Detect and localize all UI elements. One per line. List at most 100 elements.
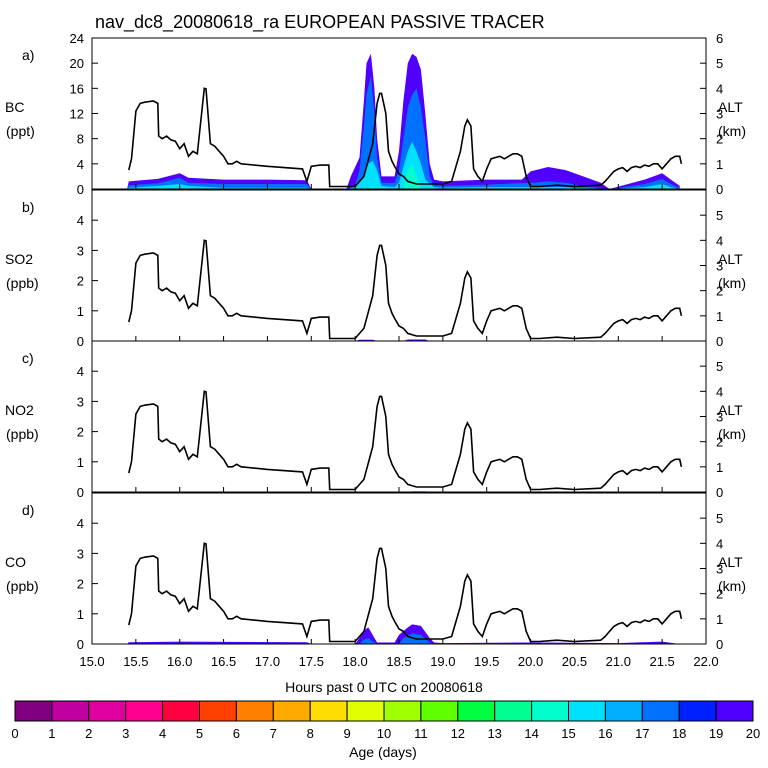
colorbar-tick-label: 4 xyxy=(159,726,166,741)
y-tick-label: 0 xyxy=(77,334,84,349)
y-tick-label: 4 xyxy=(77,213,84,228)
series-area-bc-2 xyxy=(127,75,680,189)
alt-tick-label: 2 xyxy=(716,587,723,602)
y-tick-label: 24 xyxy=(70,31,84,46)
x-tick-label: 19.0 xyxy=(430,654,455,669)
panel-no2: 0 1 2 3 4 0 1 2 3 4 5 c) NO2 (ppb) ALT (km) xyxy=(5,340,746,500)
species-label: BC xyxy=(5,99,24,115)
alt-tick-label: 4 xyxy=(716,384,723,399)
unit-label: (ppb) xyxy=(6,578,39,594)
colorbar-tick-label: 19 xyxy=(709,726,723,741)
alt-tick-label: 0 xyxy=(716,637,723,652)
x-tick-label: 15.0 xyxy=(79,654,104,669)
panel-letter: c) xyxy=(22,350,34,366)
alt-axis-label: ALT xyxy=(718,402,743,418)
y-tick-label: 3 xyxy=(77,394,84,409)
y-tick-label: 3 xyxy=(77,546,84,561)
alt-tick-label: 5 xyxy=(716,359,723,374)
colorbar-swatch-10 xyxy=(383,700,422,722)
y-tick-label: 4 xyxy=(77,516,84,531)
alt-tick-label: 5 xyxy=(716,56,723,71)
x-tick-label: 19.5 xyxy=(474,654,499,669)
x-tick-label: 21.0 xyxy=(606,654,631,669)
y-tick-label: 2 xyxy=(77,577,84,592)
colorbar-tick-label: 3 xyxy=(122,726,129,741)
y-tick-label: 0 xyxy=(77,637,84,652)
panels-group: 048121620240123456a)BC(ppt)ALT(km)012340… xyxy=(5,31,746,669)
unit-label: (ppb) xyxy=(6,275,39,291)
colorbar-swatch-5 xyxy=(199,700,237,722)
colorbar-tick-label: 7 xyxy=(270,726,277,741)
alt-tick-label: 4 xyxy=(716,536,723,551)
panel-so2: 0 1 2 3 4 0 1 2 3 4 5 b) SO2 (ppb) ALT (km) xyxy=(5,189,746,349)
colorbar-swatch-16 xyxy=(604,700,643,722)
alt-tick-label: 4 xyxy=(716,233,723,248)
alt-tick-label: 3 xyxy=(716,410,723,425)
colorbar: 0 1 2 3 4 5 6 7 8 9 10 11 12 13 14 15 16 17 18 19 20 xyxy=(11,700,760,741)
altitude-track-co xyxy=(128,542,683,643)
colorbar-tick-label: 15 xyxy=(561,726,575,741)
alt-tick-label: 1 xyxy=(716,612,723,627)
alt-tick-label: 2 xyxy=(716,132,723,147)
x-tick-label: 20.5 xyxy=(562,654,587,669)
chart-title: nav_dc8_20080618_ra EUROPEAN PASSIVE TRA… xyxy=(95,12,545,33)
alt-axis-label: ALT xyxy=(718,99,743,115)
colorbar-tick-label: 6 xyxy=(233,726,240,741)
x-tick-label: 15.5 xyxy=(123,654,148,669)
colorbar-tick-label: 20 xyxy=(746,726,760,741)
y-tick-label: 8 xyxy=(77,132,84,147)
alt-tick-label: 1 xyxy=(716,309,723,324)
x-tick-label: 17.5 xyxy=(299,654,324,669)
colorbar-label: Age (days) xyxy=(349,744,417,760)
panel-letter: a) xyxy=(22,47,34,63)
x-tick-label: 20.0 xyxy=(518,654,543,669)
colorbar-tick-label: 10 xyxy=(377,726,391,741)
alt-tick-label: 0 xyxy=(716,334,723,349)
y-tick-label: 2 xyxy=(77,425,84,440)
colorbar-tick-label: 9 xyxy=(343,726,350,741)
altitude-track-so2 xyxy=(128,239,683,340)
y-tick-label: 1 xyxy=(77,455,84,470)
alt-tick-label: 2 xyxy=(716,284,723,299)
series-area-bc-1 xyxy=(127,141,680,189)
alt-axis-label: ALT xyxy=(718,554,743,570)
colorbar-tick-label: 1 xyxy=(48,726,55,741)
x-tick-label: 16.0 xyxy=(167,654,192,669)
alt-tick-label: 1 xyxy=(716,157,723,172)
colorbar-swatch-4 xyxy=(162,700,201,722)
colorbar-tick-label: 2 xyxy=(85,726,92,741)
alt-tick-label: 3 xyxy=(716,562,723,577)
colorbar-swatch-19 xyxy=(715,700,754,722)
colorbar-swatch-9 xyxy=(346,700,385,722)
series-area-so2-0 xyxy=(127,339,707,341)
colorbar-tick-label: 18 xyxy=(672,726,686,741)
alt-tick-label: 6 xyxy=(716,31,723,46)
panel-letter: d) xyxy=(22,502,34,518)
colorbar-tick-label: 0 xyxy=(11,726,18,741)
alt-unit-label: (km) xyxy=(718,578,746,594)
y-tick-label: 4 xyxy=(77,157,84,172)
panel-letter: b) xyxy=(22,199,34,215)
x-tick-label: 18.5 xyxy=(386,654,411,669)
x-tick-label: 18.0 xyxy=(342,654,367,669)
altitude-track-bc xyxy=(128,87,683,188)
y-tick-label: 12 xyxy=(70,107,84,122)
x-tick-label: 17.0 xyxy=(255,654,280,669)
colorbar-swatch-18 xyxy=(678,700,717,722)
alt-axis-label: ALT xyxy=(718,251,743,267)
y-tick-label: 1 xyxy=(77,607,84,622)
alt-tick-label: 3 xyxy=(716,259,723,274)
colorbar-swatch-6 xyxy=(235,700,274,722)
colorbar-swatch-7 xyxy=(272,700,311,722)
plot-frame-no2 xyxy=(91,340,707,493)
x-tick-label: 22.0 xyxy=(693,654,718,669)
y-tick-label: 16 xyxy=(70,81,84,96)
series-area-co-1 xyxy=(127,624,680,644)
colorbar-tick-label: 8 xyxy=(307,726,314,741)
colorbar-tick-label: 5 xyxy=(196,726,203,741)
plot-frame-so2 xyxy=(91,189,707,342)
colorbar-swatch-17 xyxy=(641,700,680,722)
colorbar-tick-label: 13 xyxy=(487,726,501,741)
species-label: SO2 xyxy=(5,251,33,267)
